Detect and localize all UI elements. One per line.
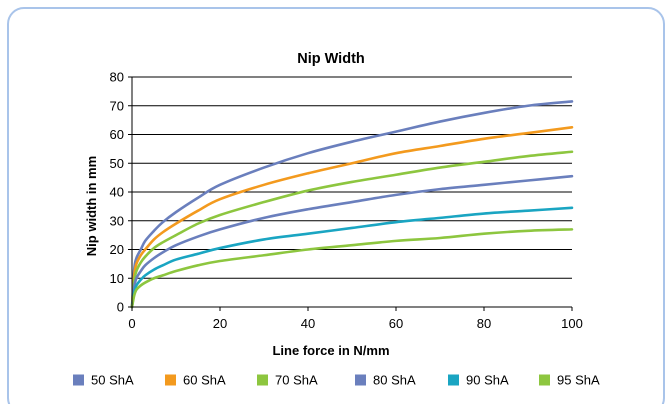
legend-label: 60 ShA — [183, 373, 226, 388]
grid-layer — [132, 76, 572, 279]
series-line-90-sha — [130, 206, 574, 309]
legend-swatch — [355, 374, 366, 386]
legend-label: 50 ShA — [91, 373, 134, 388]
y-tick-label: 50 — [110, 156, 124, 171]
x-tick-label: 80 — [477, 316, 491, 331]
series-line-60-sha — [130, 126, 574, 309]
series-line-80-sha — [130, 174, 574, 309]
legend-label: 70 ShA — [275, 373, 318, 388]
legend-item-95-sha: 95 ShA — [539, 373, 600, 388]
y-tick-label: 10 — [110, 271, 124, 286]
legend-label: 80 ShA — [373, 373, 416, 388]
x-axis-title: Line force in N/mm — [272, 343, 389, 358]
legend-swatch — [165, 374, 176, 386]
y-tick-label: 20 — [110, 242, 124, 257]
chart-title: Nip Width — [297, 51, 365, 67]
legend-item-90-sha: 90 ShA — [448, 373, 509, 388]
series-line-70-sha — [130, 150, 574, 309]
y-tick-label: 70 — [110, 98, 124, 113]
x-tick-label: 40 — [301, 316, 315, 331]
legend-swatch — [73, 374, 84, 386]
x-tick-label: 100 — [561, 316, 583, 331]
chart-frame — [7, 7, 665, 409]
y-tick-label: 40 — [110, 185, 124, 200]
legend-item-50-sha: 50 ShA — [73, 373, 134, 388]
legend-item-80-sha: 80 ShA — [355, 373, 416, 388]
x-tick-label: 20 — [213, 316, 227, 331]
x-tick-label: 0 — [128, 316, 135, 331]
series-line-50-sha — [130, 100, 574, 309]
x-tick-label: 60 — [389, 316, 403, 331]
series-layer — [130, 100, 574, 309]
y-tick-label: 0 — [117, 300, 124, 315]
legend-swatch — [257, 374, 268, 386]
y-tick-label: 30 — [110, 213, 124, 228]
tick-label-layer: 0 10 20 30 40 50 60 70 80 0 20 40 60 80 100 — [110, 70, 583, 332]
legend-swatch — [448, 374, 459, 386]
y-tick-label: 60 — [110, 127, 124, 142]
legend-item-70-sha: 70 ShA — [257, 373, 318, 388]
y-axis-title: Nip width in mm — [84, 156, 99, 256]
legend-item-60-sha: 60 ShA — [165, 373, 226, 388]
legend-swatch — [539, 374, 550, 386]
series-line-95-sha — [130, 228, 574, 309]
y-tick-label: 80 — [110, 70, 124, 85]
axis-layer — [128, 76, 573, 311]
legend-label: 95 ShA — [557, 373, 600, 388]
legend: 50 ShA 60 ShA 70 ShA 80 ShA 90 ShA 95 ShA — [73, 373, 600, 388]
legend-label: 90 ShA — [466, 373, 509, 388]
